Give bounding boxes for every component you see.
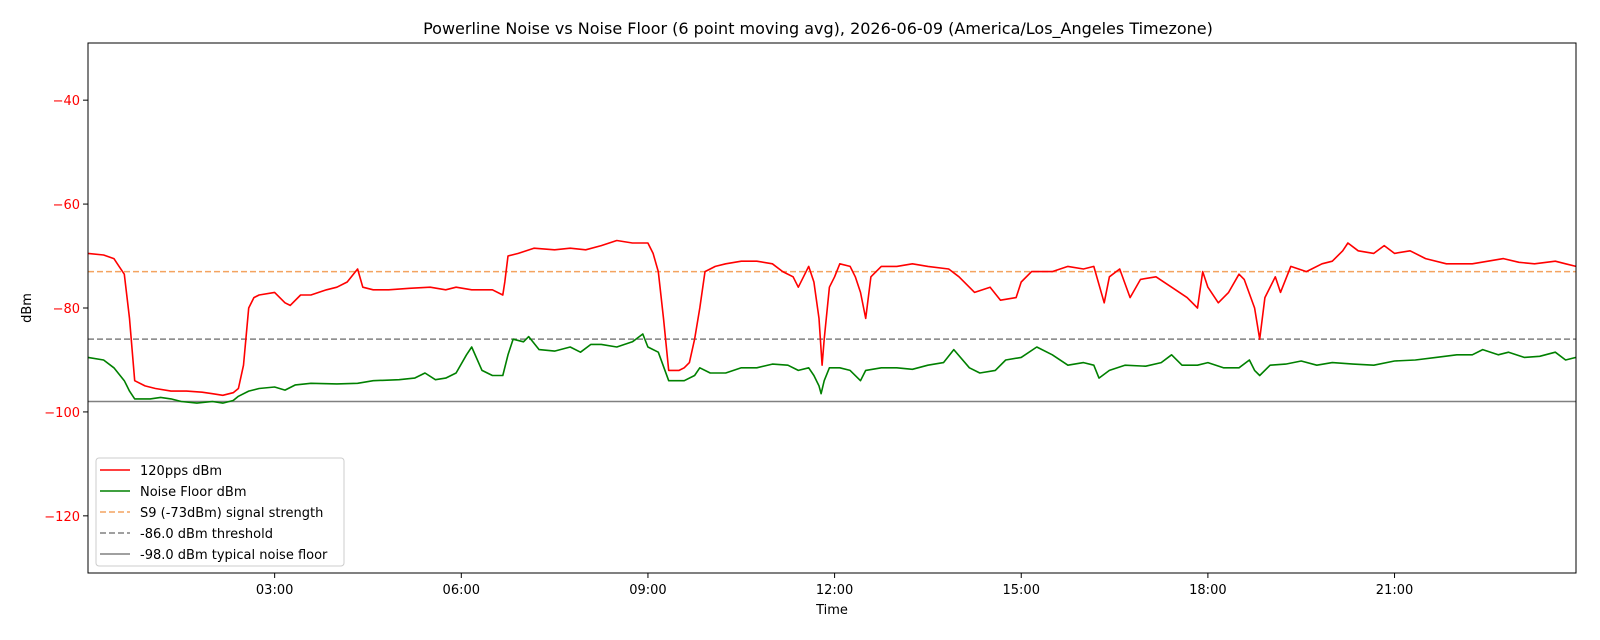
- legend-box: [95, 457, 345, 567]
- chart-title: Powerline Noise vs Noise Floor (6 point …: [423, 19, 1213, 39]
- x-tick-label: 06:00: [443, 583, 480, 598]
- legend-label: Noise Floor dBm: [140, 485, 247, 500]
- legend: 120pps dBm Noise Floor dBm S9 (-73dBm) sig…: [95, 457, 345, 567]
- legend-label: 120pps dBm: [140, 464, 222, 479]
- x-tick-label: 18:00: [1189, 583, 1226, 598]
- x-tick-label: 12:00: [816, 583, 853, 598]
- legend-label: S9 (-73dBm) signal strength: [140, 506, 323, 521]
- legend-label: -86.0 dBm threshold: [140, 527, 273, 542]
- y-tick-label: −80: [53, 302, 80, 317]
- series-line-1: [87, 333, 1577, 404]
- plot-area: [87, 239, 1577, 404]
- series-line-0: [87, 239, 1577, 397]
- x-axis-label: Time: [815, 603, 848, 618]
- y-axis: −40 −60 −80 −100 −120: [44, 94, 88, 525]
- x-tick-label: 21:00: [1376, 583, 1413, 598]
- x-axis: 03:00 06:00 09:00 12:00 15:00 18:00 21:00: [256, 573, 1413, 598]
- x-tick-label: 15:00: [1003, 583, 1040, 598]
- legend-label: -98.0 dBm typical noise floor: [140, 548, 328, 563]
- y-tick-label: −40: [53, 94, 80, 109]
- y-tick-label: −120: [44, 510, 80, 525]
- y-axis-label: dBm: [20, 293, 35, 323]
- x-tick-label: 09:00: [629, 583, 666, 598]
- x-tick-label: 03:00: [256, 583, 293, 598]
- y-tick-label: −100: [44, 406, 80, 421]
- y-tick-label: −60: [53, 198, 80, 213]
